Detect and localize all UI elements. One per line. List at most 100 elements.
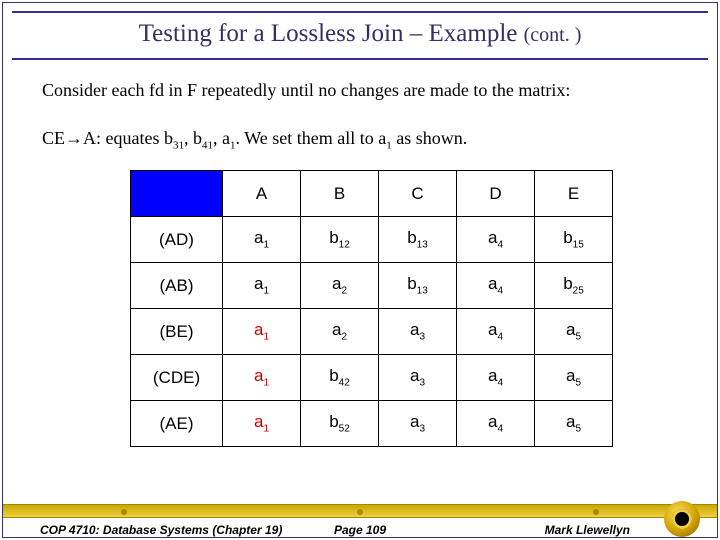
cell-sub: 13 [417, 286, 428, 297]
matrix-cell: a1 [223, 309, 301, 355]
l2-s1: 31 [173, 140, 184, 152]
lossless-join-matrix: ABCDE (AD)a1b12b13a4b15(AB)a1a2b13a4b25(… [130, 170, 613, 447]
matrix-cell: a5 [535, 401, 613, 447]
matrix-row-header: (AB) [131, 263, 223, 309]
matrix-cell: a4 [457, 401, 535, 447]
cell-main: b [407, 228, 416, 247]
cell-main: b [563, 274, 572, 293]
matrix-cell: a1 [223, 401, 301, 447]
cell-main: b [329, 228, 338, 247]
arrow-icon: → [65, 128, 83, 148]
matrix-cell: b25 [535, 263, 613, 309]
footer-bar [3, 504, 717, 518]
cell-sub: 4 [497, 424, 503, 435]
matrix-cell: b52 [301, 401, 379, 447]
table-row: (CDE)a1b42a3a4a5 [131, 355, 613, 401]
body-line-1: Consider each fd in F repeatedly until n… [42, 80, 678, 101]
matrix-body: (AD)a1b12b13a4b15(AB)a1a2b13a4b25(BE)a1a… [131, 217, 613, 447]
footer-dot [357, 509, 363, 515]
matrix-col-header: A [223, 171, 301, 217]
logo-inner [672, 509, 692, 529]
cell-sub: 3 [419, 378, 425, 389]
body-line-2: CE→A: equates b31, b41, a1. We set them … [42, 128, 678, 152]
matrix-row-header: (CDE) [131, 355, 223, 401]
matrix-cell: a3 [379, 309, 457, 355]
matrix-cell: b13 [379, 217, 457, 263]
matrix-cell: a5 [535, 355, 613, 401]
cell-sub: 4 [497, 378, 503, 389]
table-row: (AB)a1a2b13a4b25 [131, 263, 613, 309]
cell-main: b [329, 366, 338, 385]
cell-sub: 25 [573, 286, 584, 297]
matrix-cell: b13 [379, 263, 457, 309]
l2-m1: A: equates b [83, 128, 173, 148]
matrix-col-header: C [379, 171, 457, 217]
cell-sub: 13 [417, 240, 428, 251]
matrix-cell: a1 [223, 355, 301, 401]
slide-title: Testing for a Lossless Join – Example (c… [0, 20, 720, 48]
table-row: (AD)a1b12b13a4b15 [131, 217, 613, 263]
cell-sub: 3 [419, 424, 425, 435]
l2-m4b: We set them all to a [244, 128, 386, 148]
cell-sub: 2 [341, 332, 347, 343]
cell-sub: 5 [575, 424, 581, 435]
cell-sub: 12 [339, 240, 350, 251]
matrix-row-header: (AD) [131, 217, 223, 263]
cell-sub: 4 [497, 240, 503, 251]
matrix-cell: a1 [223, 217, 301, 263]
cell-sub: 3 [419, 332, 425, 343]
matrix-row-header: (AE) [131, 401, 223, 447]
matrix-col-header: E [535, 171, 613, 217]
cell-sub: 5 [575, 378, 581, 389]
l2-end: as shown. [392, 128, 468, 148]
cell-main: b [563, 228, 572, 247]
cell-sub: 52 [339, 424, 350, 435]
title-rule-top [12, 11, 708, 13]
l2-pre: CE [42, 128, 65, 148]
title-cont: (cont. ) [524, 24, 582, 46]
matrix-cell: a4 [457, 263, 535, 309]
matrix-cell: b15 [535, 217, 613, 263]
cell-main: b [407, 274, 416, 293]
l2-m4: . [236, 128, 245, 148]
matrix-cell: a3 [379, 401, 457, 447]
cell-main: b [329, 412, 338, 431]
table-row: (AE)a1b52a3a4a5 [131, 401, 613, 447]
cell-sub: 1 [263, 240, 269, 251]
matrix-cell: a2 [301, 309, 379, 355]
cell-sub: 1 [263, 378, 269, 389]
cell-sub: 1 [263, 424, 269, 435]
matrix-col-header: D [457, 171, 535, 217]
matrix-head: ABCDE [131, 171, 613, 217]
matrix-cell: a1 [223, 263, 301, 309]
l2-m3: , a [213, 128, 230, 148]
matrix-header-row: ABCDE [131, 171, 613, 217]
title-main: Testing for a Lossless Join – Example [139, 20, 524, 47]
ucf-logo-icon [664, 501, 700, 537]
matrix-row-header: (BE) [131, 309, 223, 355]
matrix-cell: a4 [457, 309, 535, 355]
cell-sub: 4 [497, 332, 503, 343]
l2-m2: , b [184, 128, 202, 148]
matrix-cell: a2 [301, 263, 379, 309]
l2-s2: 41 [202, 140, 213, 152]
footer-dot [121, 509, 127, 515]
cell-sub: 5 [575, 332, 581, 343]
cell-sub: 1 [263, 332, 269, 343]
cell-sub: 2 [341, 286, 347, 297]
table-row: (BE)a1a2a3a4a5 [131, 309, 613, 355]
footer-right: Mark Llewellyn [545, 523, 630, 537]
matrix-cell: b42 [301, 355, 379, 401]
cell-sub: 42 [339, 378, 350, 389]
matrix-corner [131, 171, 223, 217]
matrix-col-header: B [301, 171, 379, 217]
cell-sub: 1 [263, 286, 269, 297]
matrix-cell: a5 [535, 309, 613, 355]
matrix-cell: a4 [457, 355, 535, 401]
footer-dot [593, 509, 599, 515]
cell-sub: 15 [573, 240, 584, 251]
matrix-cell: b12 [301, 217, 379, 263]
matrix-cell: a4 [457, 217, 535, 263]
matrix-cell: a3 [379, 355, 457, 401]
title-rule-bottom [12, 58, 708, 60]
